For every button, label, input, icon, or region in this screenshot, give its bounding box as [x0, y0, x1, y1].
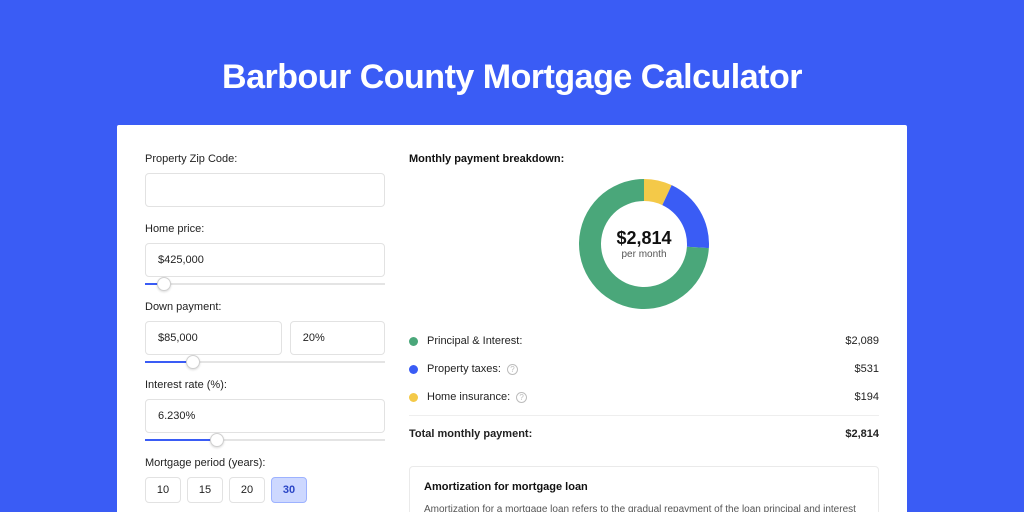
amortization-title: Amortization for mortgage loan	[424, 481, 864, 493]
period-option-20[interactable]: 20	[229, 477, 265, 503]
page-title: Barbour County Mortgage Calculator	[0, 0, 1024, 97]
price-slider-thumb[interactable]	[157, 277, 171, 291]
zip-field: Property Zip Code:	[145, 153, 385, 207]
donut-chart: $2,814 per month	[409, 179, 879, 309]
down-percent-input[interactable]	[290, 321, 385, 355]
legend-dot-principal	[409, 337, 418, 346]
period-option-10[interactable]: 10	[145, 477, 181, 503]
calculator-card: Property Zip Code: Home price: Down paym…	[117, 125, 907, 512]
form-column: Property Zip Code: Home price: Down paym…	[145, 153, 385, 512]
legend-label-taxes: Property taxes:	[427, 363, 501, 375]
zip-input[interactable]	[145, 173, 385, 207]
down-slider[interactable]	[145, 361, 385, 363]
legend-row-principal: Principal & Interest: $2,089	[409, 327, 879, 355]
period-option-15[interactable]: 15	[187, 477, 223, 503]
legend-value-taxes: $531	[855, 363, 879, 375]
rate-input[interactable]	[145, 399, 385, 433]
down-slider-thumb[interactable]	[186, 355, 200, 369]
down-label: Down payment:	[145, 301, 385, 313]
down-amount-input[interactable]	[145, 321, 282, 355]
info-icon[interactable]: ?	[516, 392, 527, 403]
down-field: Down payment:	[145, 301, 385, 363]
donut-amount: $2,814	[616, 228, 671, 249]
period-field: Mortgage period (years): 10152030	[145, 457, 385, 503]
price-label: Home price:	[145, 223, 385, 235]
period-options: 10152030	[145, 477, 385, 503]
amortization-box: Amortization for mortgage loan Amortizat…	[409, 466, 879, 512]
legend-row-taxes: Property taxes:? $531	[409, 355, 879, 383]
legend: Principal & Interest: $2,089 Property taxe…	[409, 327, 879, 411]
period-label: Mortgage period (years):	[145, 457, 385, 469]
legend-label-principal: Principal & Interest:	[427, 335, 522, 347]
legend-value-insurance: $194	[855, 391, 879, 403]
total-label: Total monthly payment:	[409, 428, 532, 440]
amortization-text: Amortization for a mortgage loan refers …	[424, 503, 864, 512]
legend-label-insurance: Home insurance:	[427, 391, 510, 403]
donut-center: $2,814 per month	[616, 228, 671, 260]
info-icon[interactable]: ?	[507, 364, 518, 375]
legend-value-principal: $2,089	[845, 335, 879, 347]
price-field: Home price:	[145, 223, 385, 285]
zip-label: Property Zip Code:	[145, 153, 385, 165]
rate-slider-fill	[145, 439, 217, 441]
legend-dot-insurance	[409, 393, 418, 402]
rate-label: Interest rate (%):	[145, 379, 385, 391]
period-option-30[interactable]: 30	[271, 477, 307, 503]
rate-slider-thumb[interactable]	[210, 433, 224, 447]
rate-field: Interest rate (%):	[145, 379, 385, 441]
legend-dot-taxes	[409, 365, 418, 374]
rate-slider[interactable]	[145, 439, 385, 441]
total-value: $2,814	[845, 428, 879, 440]
total-row: Total monthly payment: $2,814	[409, 415, 879, 448]
breakdown-title: Monthly payment breakdown:	[409, 153, 879, 165]
price-slider[interactable]	[145, 283, 385, 285]
price-input[interactable]	[145, 243, 385, 277]
legend-row-insurance: Home insurance:? $194	[409, 383, 879, 411]
results-column: Monthly payment breakdown: $2,814 per mo…	[409, 153, 879, 512]
donut-caption: per month	[616, 249, 671, 260]
